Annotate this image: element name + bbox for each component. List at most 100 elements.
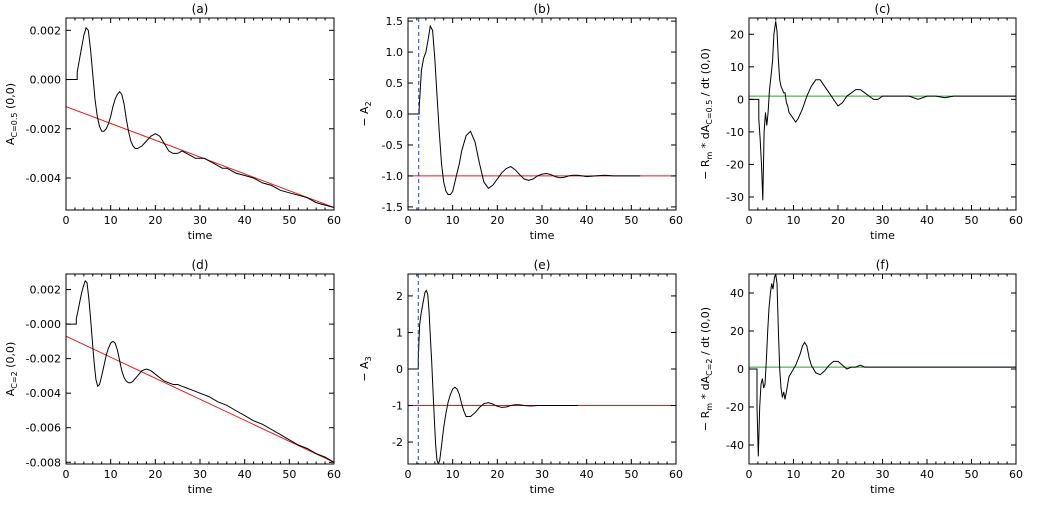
x-tick-label: 40 [920, 214, 934, 227]
y-label-subscript: C=0.5 [10, 113, 19, 138]
x-tick-label: 0 [63, 214, 70, 227]
data-series-line [66, 280, 334, 463]
data-series-line [66, 26, 334, 208]
y-tick-label: 1.0 [386, 46, 404, 59]
x-tick-label: 30 [535, 468, 549, 481]
y-tick-label: 0 [737, 363, 744, 376]
y-tick-label: -2 [392, 436, 403, 449]
x-tick-label: 40 [580, 214, 594, 227]
reference-line [66, 106, 334, 208]
y-tick-label: 0.002 [30, 284, 62, 297]
y-label-tail: (0,0) [4, 83, 17, 113]
y-tick-label: 0.0 [386, 108, 404, 121]
x-axis-label: time [188, 229, 213, 242]
y-tick-label: 0.5 [386, 77, 404, 90]
x-tick-label: 20 [148, 214, 162, 227]
x-tick-label: 50 [965, 468, 979, 481]
x-tick-label: 10 [787, 468, 801, 481]
y-tick-label: -0.000 [26, 318, 61, 331]
y-label-main: − R [699, 159, 712, 180]
plot-frame [748, 273, 1017, 465]
x-tick-label: 0 [405, 214, 412, 227]
x-tick-label: 30 [535, 214, 549, 227]
x-tick-label: 60 [1009, 468, 1023, 481]
y-label-tail: / dt (0,0) [699, 307, 712, 359]
x-tick-label: 20 [831, 214, 845, 227]
x-tick-label: 20 [831, 468, 845, 481]
plot-frame [407, 17, 677, 211]
data-series-line [408, 289, 578, 464]
y-label-tail: * dA [699, 124, 712, 151]
y-tick-label: -0.002 [26, 123, 61, 136]
y-label-subscript: m [705, 403, 714, 411]
y-tick-label: 1.5 [386, 15, 404, 28]
reference-line [66, 335, 334, 463]
x-tick-label: 10 [446, 468, 460, 481]
x-tick-label: 10 [104, 214, 118, 227]
x-tick-label: 50 [282, 468, 296, 481]
panel-title: (b) [534, 2, 551, 16]
y-tick-label: -0.002 [26, 353, 61, 366]
y-label-tail: / dt (0,0) [699, 48, 712, 100]
y-tick-label: 0 [396, 363, 403, 376]
y-tick-label: -0.006 [26, 422, 61, 435]
x-tick-label: 40 [238, 214, 252, 227]
data-series-line [749, 21, 1016, 201]
x-axis-label: time [870, 229, 895, 242]
y-label-main: A [4, 137, 17, 145]
y-label-main: A [4, 388, 17, 396]
y-label-subscript: C=2 [705, 359, 714, 376]
y-tick-label: 40 [730, 287, 744, 300]
panel-d: 0 10 20 30 40 50 60 0.002 -0.000 -0.002 -0.004 -0.0… [4, 258, 341, 496]
panel-a: 0 10 20 30 40 50 60 0.002 0.000 -0.002 -0.004 (a) ti… [4, 2, 341, 242]
panel-title: (f) [876, 258, 890, 272]
x-tick-label: 30 [876, 468, 890, 481]
x-tick-label: 50 [282, 214, 296, 227]
y-axis-label: AC=0.5 (0,0) [4, 83, 19, 145]
y-label-main: − A [358, 361, 371, 382]
y-tick-label: 2 [396, 290, 403, 303]
x-tick-label: 10 [787, 214, 801, 227]
panel-title: (e) [534, 258, 551, 272]
y-tick-label: 0.002 [30, 24, 62, 37]
plot-frame [65, 17, 335, 211]
x-tick-label: 0 [746, 468, 753, 481]
x-tick-label: 0 [405, 468, 412, 481]
plot-frame [407, 273, 677, 465]
y-label-main: − R [699, 410, 712, 431]
y-tick-label: -20 [726, 158, 744, 171]
x-tick-label: 0 [63, 468, 70, 481]
panel-b: 0 10 20 30 40 50 60 1.5 1.0 0.5 0.0 -0.5 -1.0 -1.5 (b)… [358, 2, 683, 242]
x-tick-label: 10 [104, 468, 118, 481]
x-tick-label: 10 [446, 214, 460, 227]
y-label-subscript: 2 [364, 101, 373, 106]
x-tick-label: 40 [238, 468, 252, 481]
x-tick-label: 60 [669, 468, 683, 481]
x-axis-label: time [530, 229, 555, 242]
x-axis-label: time [870, 483, 895, 496]
x-tick-label: 20 [148, 468, 162, 481]
y-axis-label: AC=2 (0,0) [4, 342, 19, 397]
y-tick-label: 10 [730, 61, 744, 74]
x-tick-label: 60 [1009, 214, 1023, 227]
y-tick-label: -0.004 [26, 387, 61, 400]
x-tick-label: 30 [876, 214, 890, 227]
panel-title: (a) [192, 2, 209, 16]
y-tick-label: -0.004 [26, 172, 61, 185]
x-tick-label: 30 [193, 214, 207, 227]
x-tick-label: 0 [746, 214, 753, 227]
x-tick-label: 30 [193, 468, 207, 481]
panel-c: 0 10 20 30 40 50 60 20 10 0 -10 -20 -30 (c) time − Rm *… [699, 2, 1023, 242]
y-axis-label: − Rm * dAC=0.5 / dt (0,0) [699, 48, 714, 180]
y-axis-label: − Rm * dAC=2 / dt (0,0) [699, 307, 714, 431]
y-tick-label: 20 [730, 28, 744, 41]
plot-frame [748, 17, 1017, 211]
panel-f: 0 10 20 30 40 50 60 40 20 0 -20 -40 (f) time − Rm * dA… [699, 258, 1023, 496]
x-tick-label: 60 [669, 214, 683, 227]
y-axis-label: − A2 [358, 101, 373, 126]
panel-title: (d) [192, 258, 209, 272]
y-tick-label: -1 [392, 400, 403, 413]
y-tick-label: -40 [726, 439, 744, 452]
